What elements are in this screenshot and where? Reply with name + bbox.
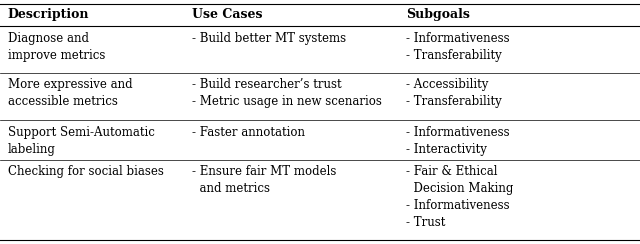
Text: - Fair & Ethical
  Decision Making
- Informativeness
- Trust: - Fair & Ethical Decision Making - Infor…	[406, 165, 514, 229]
Text: Checking for social biases: Checking for social biases	[8, 165, 164, 178]
Text: - Ensure fair MT models
  and metrics: - Ensure fair MT models and metrics	[192, 165, 337, 195]
Text: - Faster annotation: - Faster annotation	[192, 126, 305, 139]
Text: Use Cases: Use Cases	[192, 8, 262, 21]
Text: - Accessibility
- Transferability: - Accessibility - Transferability	[406, 78, 502, 108]
Text: - Build better MT systems: - Build better MT systems	[192, 32, 346, 45]
Text: Diagnose and
improve metrics: Diagnose and improve metrics	[8, 32, 105, 62]
Text: More expressive and
accessible metrics: More expressive and accessible metrics	[8, 78, 132, 108]
Text: Description: Description	[8, 8, 89, 21]
Text: Support Semi-Automatic
labeling: Support Semi-Automatic labeling	[8, 126, 154, 156]
Text: - Build researcher’s trust
- Metric usage in new scenarios: - Build researcher’s trust - Metric usag…	[192, 78, 382, 108]
Text: Subgoals: Subgoals	[406, 8, 470, 21]
Text: - Informativeness
- Interactivity: - Informativeness - Interactivity	[406, 126, 510, 156]
Text: - Informativeness
- Transferability: - Informativeness - Transferability	[406, 32, 510, 62]
